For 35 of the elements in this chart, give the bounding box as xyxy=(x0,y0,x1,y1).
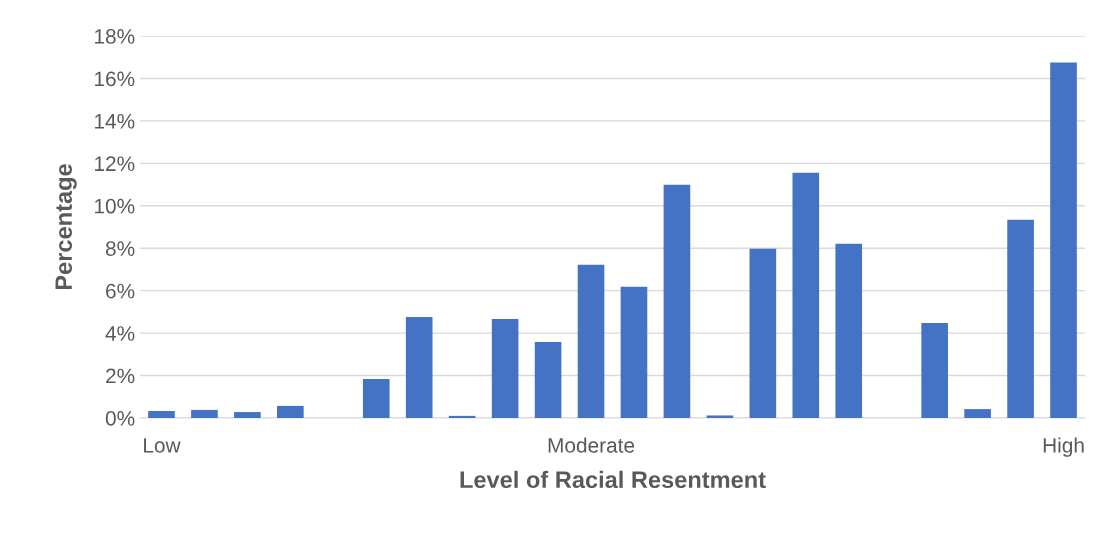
y-axis-title: Percentage xyxy=(55,164,77,290)
y-tick-label: 8% xyxy=(105,241,135,256)
bar xyxy=(491,318,519,418)
x-tick-label: Low xyxy=(144,438,181,453)
bar xyxy=(964,409,991,418)
bar xyxy=(405,316,433,418)
bar xyxy=(191,409,218,418)
bar xyxy=(1050,62,1077,418)
y-tick-label: 4% xyxy=(105,326,135,341)
bar xyxy=(534,342,562,418)
x-tick-label: High xyxy=(1043,437,1084,457)
y-tick-label: 6% xyxy=(106,283,135,299)
y-tick-label: 18% xyxy=(95,29,135,44)
y-tick-label: 14% xyxy=(95,113,135,129)
bar xyxy=(1007,219,1034,418)
y-tick-label: 2% xyxy=(106,368,135,384)
bar xyxy=(663,184,691,418)
bar xyxy=(148,411,175,418)
y-tick-label: 0% xyxy=(105,411,135,426)
bar xyxy=(277,405,304,418)
x-tick-label: Moderate xyxy=(548,437,635,453)
bar xyxy=(362,378,390,418)
bar xyxy=(749,248,777,418)
bar xyxy=(921,322,948,418)
y-tick-label: 10% xyxy=(95,198,135,214)
bar xyxy=(577,264,605,418)
y-tick-label: 16% xyxy=(95,71,135,87)
bar xyxy=(706,415,734,418)
bar xyxy=(448,415,476,418)
bar xyxy=(620,286,648,418)
y-tick-label: 12% xyxy=(95,156,135,172)
bar xyxy=(234,412,261,418)
x-axis-title: Level of Racial Resentment xyxy=(460,470,766,489)
bar xyxy=(835,243,863,418)
bar xyxy=(792,172,820,418)
